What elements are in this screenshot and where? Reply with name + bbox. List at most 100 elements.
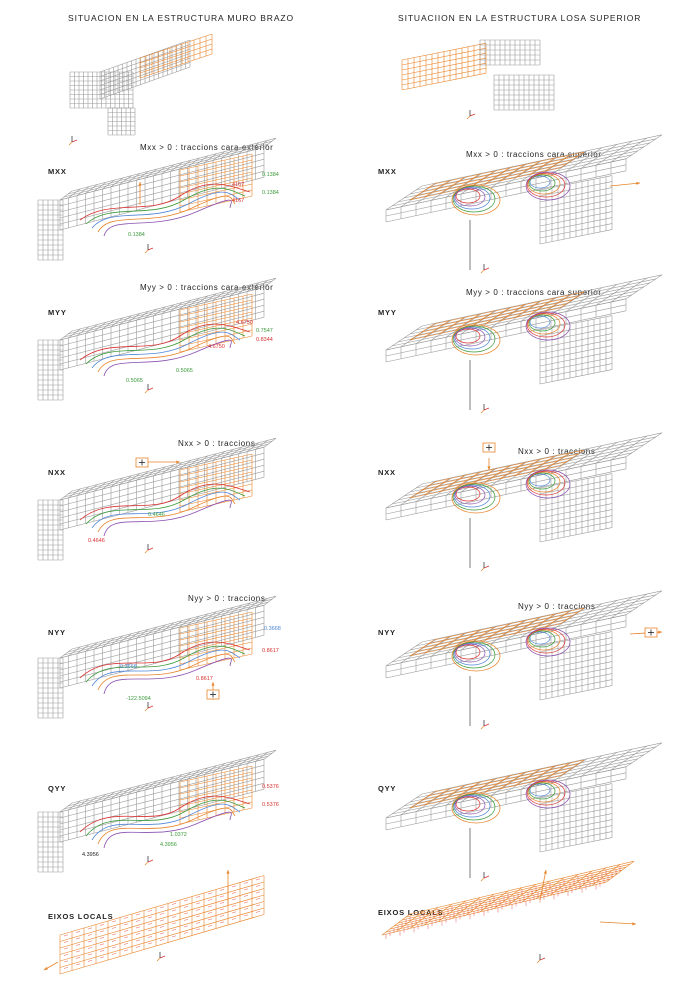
- stress-contour-ring: [455, 328, 481, 344]
- stress-contour-ring: [526, 172, 566, 198]
- right-panel-nyy-drawing: [385, 590, 663, 730]
- stress-contour-line: [91, 331, 241, 369]
- stress-contour-ring: [525, 627, 571, 657]
- right-myy-caption: Myy > 0 : traccions cara superior: [466, 288, 602, 297]
- left-pier-mesh: [37, 339, 64, 401]
- left-situation-model: [68, 33, 213, 146]
- stress-contour-ring: [452, 793, 496, 821]
- right-myy-plus-badge: [482, 442, 496, 470]
- left-eixos-label: EIXOS LOCALS: [48, 912, 114, 921]
- stress-contour-line: [85, 327, 246, 365]
- right-slab-edge-mesh: [385, 614, 627, 679]
- stress-contour-ring: [529, 473, 551, 487]
- right-eixos-drawing: [381, 860, 637, 964]
- right-slab-orange-mesh: [409, 759, 585, 809]
- left-mxx-value-label: 4167: [232, 198, 245, 204]
- stress-contour-line: [79, 183, 251, 221]
- left-qyy-value-label: 4.3956: [82, 852, 99, 858]
- stress-contour-ring: [453, 484, 491, 508]
- left-situation-axis-icon: [68, 136, 78, 146]
- left-panel-axis-icon: [144, 856, 154, 866]
- left-qyy-label: QYY: [48, 784, 67, 793]
- left-mxx-value-label: 4167: [232, 182, 245, 188]
- right-slab-orange-mesh: [409, 449, 585, 499]
- left-nxx-plus-badge: [135, 457, 149, 468]
- stress-contour-ring: [455, 188, 481, 204]
- left-panel-axis-icon: [144, 702, 154, 712]
- stress-contour-line: [91, 491, 241, 529]
- left-nxx-value-label: 0.4646: [148, 512, 165, 518]
- left-column-title: SITUACION EN LA ESTRUCTURA MURO BRAZO: [68, 13, 294, 23]
- stress-contour-line: [103, 499, 232, 537]
- right-slab-mesh: [385, 432, 663, 509]
- right-qyy-label: QYY: [378, 784, 397, 793]
- right-eixos-axis-y-arrow: [539, 869, 547, 901]
- stress-contour-line: [79, 641, 251, 679]
- stress-contour-ring: [525, 311, 571, 341]
- stress-contour-line: [91, 649, 241, 687]
- stress-contour-line: [91, 191, 241, 229]
- stress-contour-ring: [452, 483, 496, 511]
- left-back-wall-mesh: [179, 153, 253, 213]
- right-nxx-label: NXX: [378, 468, 396, 477]
- right-eixos-axis-icon: [536, 954, 546, 964]
- right-slab-edge-mesh: [385, 298, 627, 363]
- stress-contour-ring: [525, 171, 571, 201]
- left-myy-value-label: 4.6750: [236, 320, 253, 326]
- left-nxx-label: NXX: [48, 468, 66, 477]
- stress-contour-ring: [452, 325, 496, 353]
- left-mxx-value-label: 0.1384: [262, 190, 279, 196]
- left-back-wall-mesh: [179, 765, 253, 825]
- left-panel-axis-icon: [144, 384, 154, 394]
- left-myy-label: MYY: [48, 308, 67, 317]
- stress-contour-ring: [526, 470, 566, 496]
- left-wall-lower-mesh: [107, 107, 136, 136]
- left-myy-value-label: 0.5065: [126, 378, 143, 384]
- stress-contour-line: [79, 795, 251, 833]
- left-qyy-value-label: 0.5376: [262, 802, 279, 808]
- stress-contour-line: [103, 339, 232, 377]
- left-main-wall-mesh: [59, 604, 265, 689]
- left-mxx-value-label: 0.1384: [262, 172, 279, 178]
- right-eixos-axis-x-arrow: [599, 921, 637, 926]
- right-slab-lower-mesh: [539, 315, 613, 385]
- left-nxx-value-label: 0.4646: [88, 538, 105, 544]
- stress-contour-line: [85, 187, 246, 225]
- right-slab-mesh: [385, 742, 663, 819]
- stress-contour-ring: [453, 794, 491, 818]
- stress-contour-ring: [454, 327, 486, 347]
- right-slab-lower-mesh: [539, 631, 613, 701]
- left-top-face-mesh: [59, 437, 277, 501]
- left-main-wall-mesh: [59, 286, 265, 371]
- stress-contour-ring: [528, 630, 556, 648]
- left-mxx-label: MXX: [48, 167, 67, 176]
- stress-contour-ring: [454, 187, 486, 207]
- stress-contour-ring: [526, 780, 566, 806]
- left-nyy-label: NYY: [48, 628, 66, 637]
- left-panel-qyy-drawing: [37, 749, 277, 873]
- left-top-face-mesh: [59, 749, 277, 813]
- axis-arrow: [487, 458, 491, 470]
- right-slab-lower-mesh: [539, 473, 613, 543]
- left-nyy-value-label: 0.3668: [264, 626, 281, 632]
- right-panel-axis-icon: [480, 404, 490, 414]
- stress-contour-ring: [454, 643, 486, 663]
- left-wall-front-mesh: [69, 71, 134, 109]
- stress-contour-ring: [528, 782, 556, 800]
- stress-contour-ring: [451, 482, 501, 514]
- stress-contour-ring: [527, 781, 561, 803]
- right-nyy-plus-badge: [629, 627, 663, 638]
- stress-contour-line: [103, 657, 232, 695]
- stress-contour-ring: [455, 486, 481, 502]
- left-mxx-value-label: 0.1384: [128, 232, 145, 238]
- left-myy-value-label: 0.8344: [256, 337, 273, 343]
- right-situation-axis-icon: [466, 110, 476, 120]
- stress-contour-ring: [454, 795, 486, 815]
- stress-contour-line: [97, 335, 236, 373]
- left-pier-mesh: [37, 657, 64, 719]
- left-pier-mesh: [37, 499, 64, 561]
- left-qyy-value-label: 0.5376: [262, 784, 279, 790]
- right-slab-mesh: [385, 134, 663, 211]
- stress-contour-ring: [529, 631, 551, 645]
- stress-contour-line: [97, 807, 236, 845]
